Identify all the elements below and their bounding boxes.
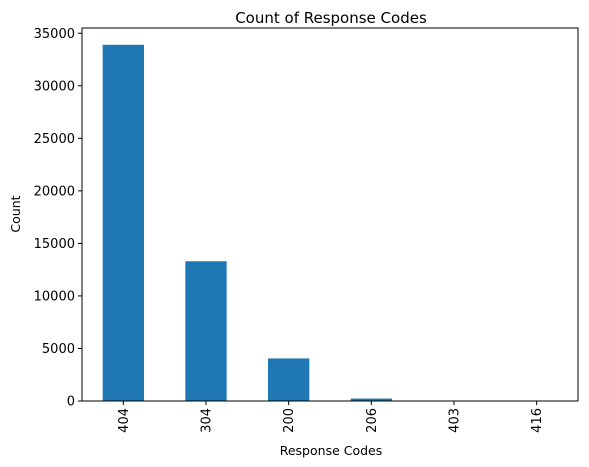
x-tick-label: 304: [200, 408, 215, 433]
y-tick-label: 30000: [34, 79, 75, 94]
plot-frame: [81, 27, 579, 402]
x-tick-label: 206: [365, 408, 380, 433]
y-tick-label: 0: [67, 395, 75, 410]
x-tick-label: 403: [448, 408, 463, 433]
y-tick-label: 10000: [34, 289, 75, 304]
x-axis-title: Response Codes: [280, 443, 383, 458]
y-tick-label: 20000: [34, 184, 75, 199]
bars-group: [102, 44, 558, 402]
bar-304: [185, 261, 227, 401]
y-tick-label: 5000: [42, 342, 75, 357]
y-tick-label: 15000: [34, 237, 75, 252]
x-tick-label: 404: [117, 408, 132, 433]
x-tick-label: 200: [282, 408, 297, 433]
y-tick-label: 25000: [34, 132, 75, 147]
x-tick-label: 416: [530, 408, 545, 433]
y-axis: 0 5000 10000 15000 20000 25000 30000 35000: [34, 27, 82, 410]
y-tick-label: 35000: [34, 27, 75, 42]
x-axis: 404 304 200 206 403 416: [117, 401, 545, 433]
chart-title: Count of Response Codes: [235, 9, 427, 27]
y-axis-title: Count: [8, 195, 23, 232]
bar-404: [102, 44, 144, 402]
bar-200: [268, 358, 310, 401]
bar-206: [350, 398, 392, 401]
